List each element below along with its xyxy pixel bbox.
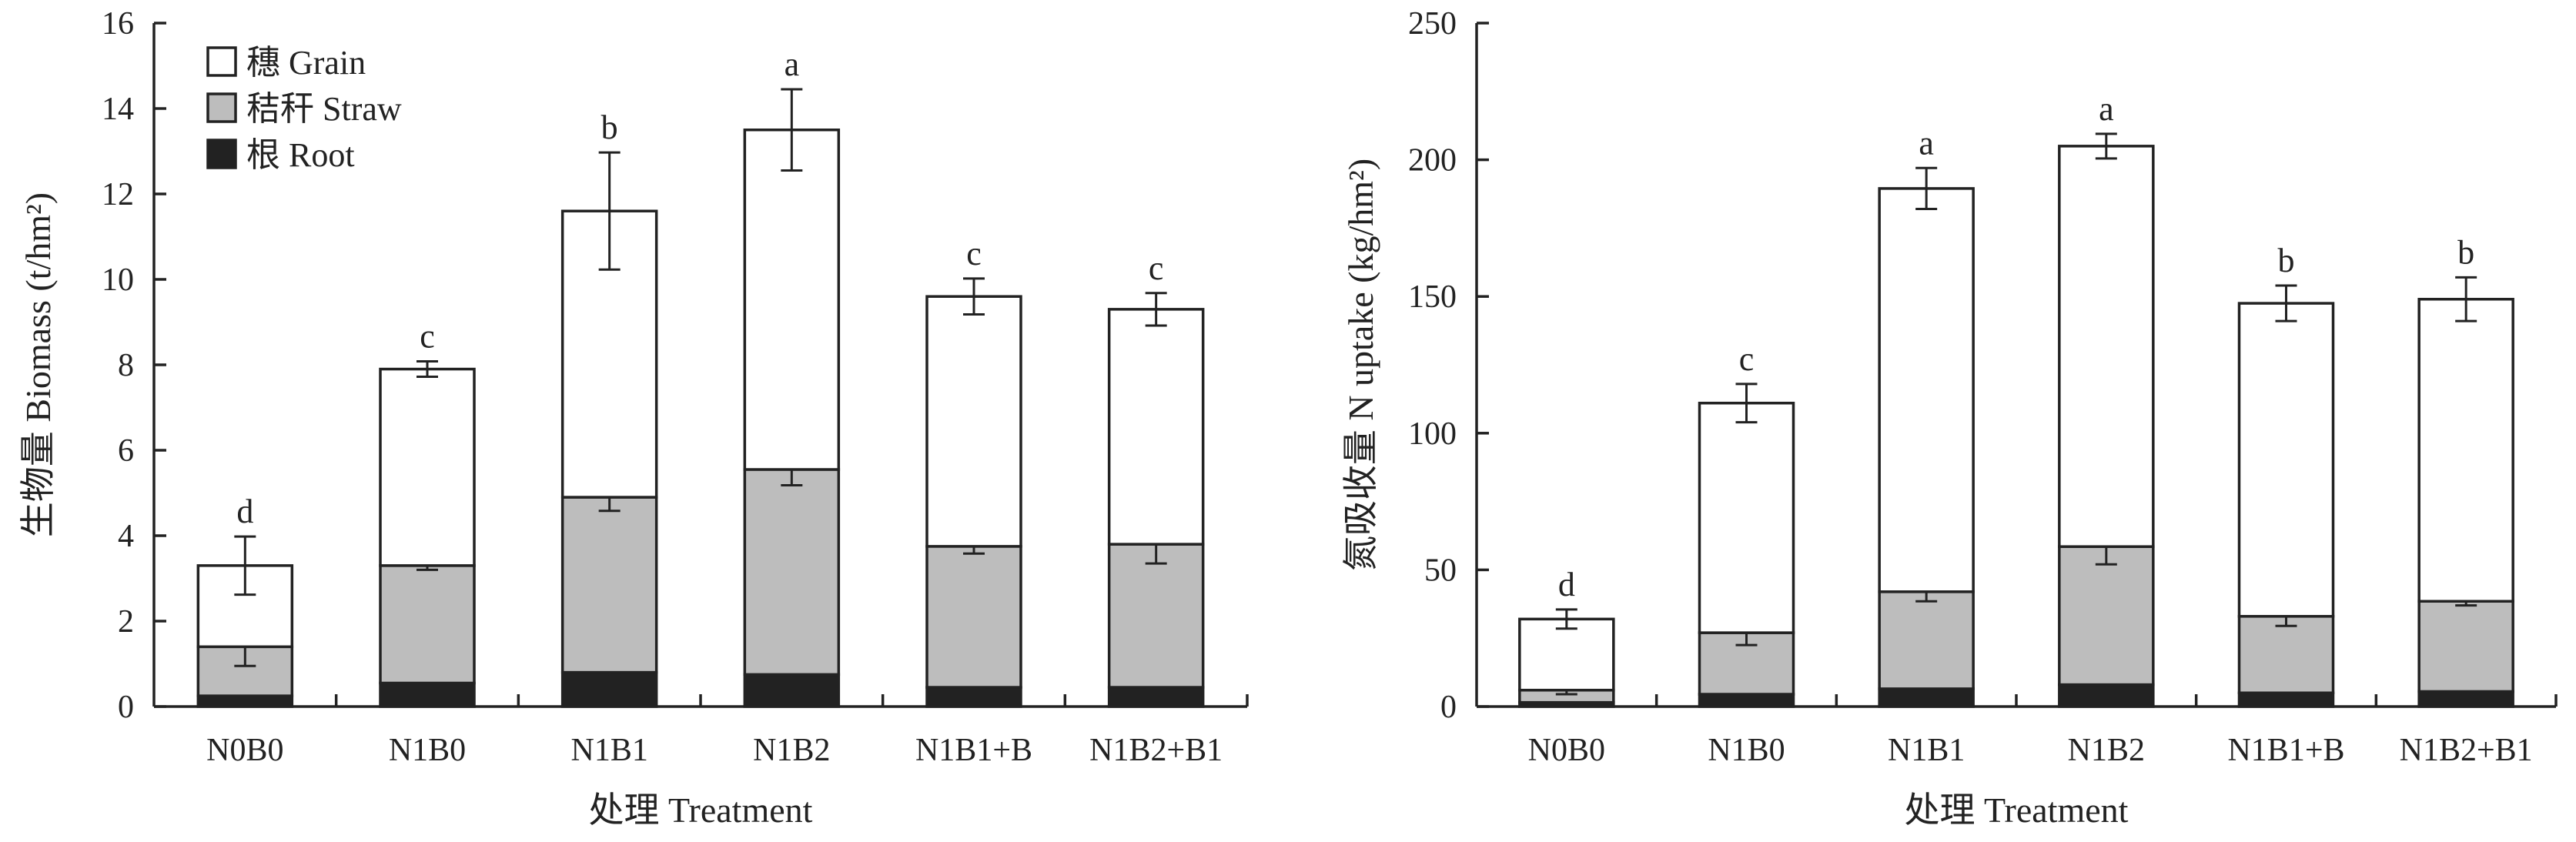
y-tick-label: 250 [1408,6,1457,42]
x-tick-label: N0B0 [1528,733,1605,768]
bar-straw-N1B1+B [925,545,1022,689]
y-tick-label: 6 [118,433,134,469]
x-tick-label: N1B2+B1 [2400,733,2533,768]
y-tick-label: 150 [1408,279,1457,315]
bar-root-N1B1 [560,670,658,708]
x-tick-label: N1B1+B [915,733,1032,768]
bar-straw-N1B2+B1 [1107,543,1205,689]
bar-grain-N1B2+B1 [2417,298,2514,603]
significance-letter: c [1739,340,1755,378]
bar-straw-N1B2+B1 [2417,600,2514,693]
bar-root-N1B2+B1 [1107,686,1205,708]
significance-letter: b [2278,242,2295,279]
y-tick-label: 10 [102,262,134,298]
x-tick-label: N1B1+B [2227,733,2344,768]
bar-straw-N1B1 [560,496,658,674]
y-tick-label: 200 [1408,143,1457,179]
n-uptake-panel: 0 50 100 150 200 250 d N0B0 c N1B0 a N1B1 a N1B2 b N1B1… [1341,6,2558,830]
y-tick-label: 0 [1440,690,1457,725]
significance-letter: d [1558,566,1575,603]
significance-letter: b [2457,233,2474,271]
bar-grain-N1B0 [1698,401,1795,634]
legend-label-root: 根 Root [246,136,355,174]
significance-letter: b [601,109,618,146]
significance-letter: c [1149,249,1164,287]
x-tick-label: N0B0 [206,733,283,768]
significance-letter: a [1919,124,1934,162]
significance-letter: d [236,493,253,530]
y-tick-label: 8 [118,348,134,383]
biomass-panel: 0 2 4 6 8 10 12 14 16 d N0B0 c N1B0 b N1B1 a N1B2 c N1B1+B… [18,6,1249,830]
y-tick-label: 100 [1408,416,1457,452]
significance-letter: a [2099,90,2114,128]
bar-grain-N1B0 [379,367,476,567]
bar-grain-N1B1+B [2237,302,2335,618]
bar-grain-N1B1 [1878,187,1975,593]
legend-swatch-straw [206,92,237,123]
legend-label-grain: 穗 Grain [246,44,366,82]
y-tick-label: 50 [1424,553,1457,588]
significance-letter: a [785,45,800,83]
y-tick-label: 12 [102,177,134,212]
legend-swatch-grain [206,46,237,77]
y-tick-label: 0 [118,690,134,725]
bar-straw-N1B2 [2058,545,2155,687]
bar-grain-N0B0 [1518,617,1615,692]
x-tick-label: N1B1 [570,733,647,768]
x-tick-label: N1B2+B1 [1089,733,1223,768]
legend-swatch-root [206,139,237,169]
bar-straw-N1B1 [1878,590,1975,690]
x-tick-label: N1B2 [2068,733,2145,768]
x-tick-label: N1B2 [753,733,830,768]
significance-letter: c [966,235,982,272]
y-tick-label: 2 [118,604,134,640]
significance-letter: c [420,318,435,356]
y-tick-label: 14 [102,92,134,127]
x-axis-title: 处理 Treatment [1905,790,2129,830]
bar-grain-N1B2 [2058,145,2155,548]
bar-straw-N1B0 [379,564,476,685]
bar-straw-N1B1+B [2237,615,2335,694]
bar-grain-N1B2+B1 [1107,308,1205,546]
legend-label-straw: 秸秆 Straw [246,90,402,128]
y-axis-title: 氮吸收量 N uptake (kg/hm²) [1341,159,1380,571]
y-tick-label: 4 [118,519,134,554]
x-axis-title: 处理 Treatment [589,790,813,830]
y-axis-title: 生物量 Biomass (t/hm²) [18,192,58,537]
y-tick-label: 16 [102,6,134,42]
bar-grain-N1B2 [743,129,841,471]
bar-straw-N1B2 [743,468,841,677]
x-tick-label: N1B0 [389,733,466,768]
x-tick-label: N1B1 [1888,733,1965,768]
legend: 穗 Grain 秸秆 Straw 根 Root [206,44,402,174]
x-tick-label: N1B0 [1708,733,1785,768]
bar-grain-N1B1+B [925,295,1022,548]
